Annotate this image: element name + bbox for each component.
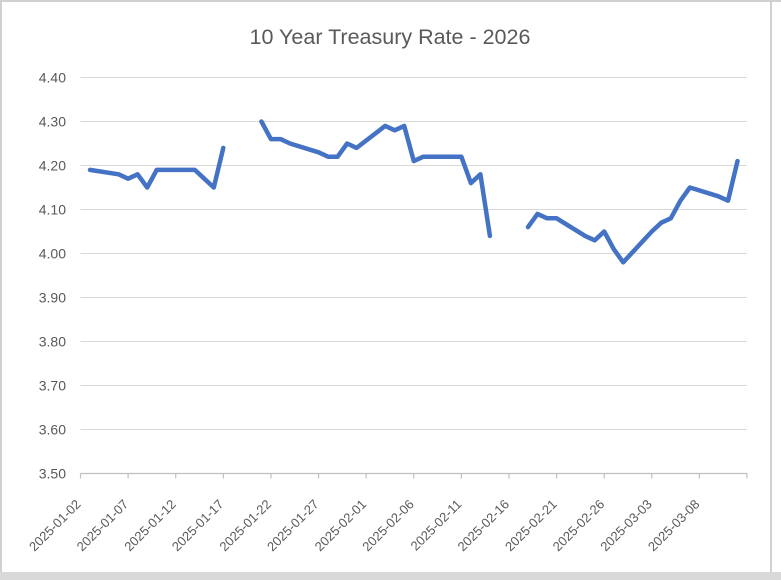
spreadsheet-edge-strip xyxy=(0,572,781,580)
axes xyxy=(79,472,748,479)
y-tick-label: 3.60 xyxy=(39,422,66,438)
chart-title: 10 Year Treasury Rate - 2026 xyxy=(250,25,531,49)
y-axis-labels: 3.50 3.60 3.70 3.80 3.90 4.00 4.10 4.20 4.30 4.40 xyxy=(39,70,66,482)
y-tick-label: 4.00 xyxy=(39,246,66,262)
y-tick-label: 3.50 xyxy=(39,466,66,482)
y-tick-label: 3.80 xyxy=(39,334,66,350)
series-line xyxy=(87,119,740,265)
chart-border-left xyxy=(0,0,2,572)
chart-border-top xyxy=(0,0,781,2)
x-tick-label: 2025-02-06 xyxy=(359,497,417,555)
series-lines xyxy=(87,119,740,265)
y-tick-label: 4.40 xyxy=(39,70,66,86)
gridlines xyxy=(80,77,747,474)
x-tick-label: 2025-03-08 xyxy=(645,497,703,555)
x-axis-labels: 2025-01-022025-01-072025-01-122025-01-17… xyxy=(26,497,703,555)
y-tick-label: 4.10 xyxy=(39,202,66,218)
y-tick-label: 3.70 xyxy=(39,378,66,394)
y-tick-label: 4.20 xyxy=(39,158,66,174)
y-tick-label: 4.30 xyxy=(39,114,66,130)
y-tick-label: 3.90 xyxy=(39,290,66,306)
chart-border-right xyxy=(770,0,772,572)
